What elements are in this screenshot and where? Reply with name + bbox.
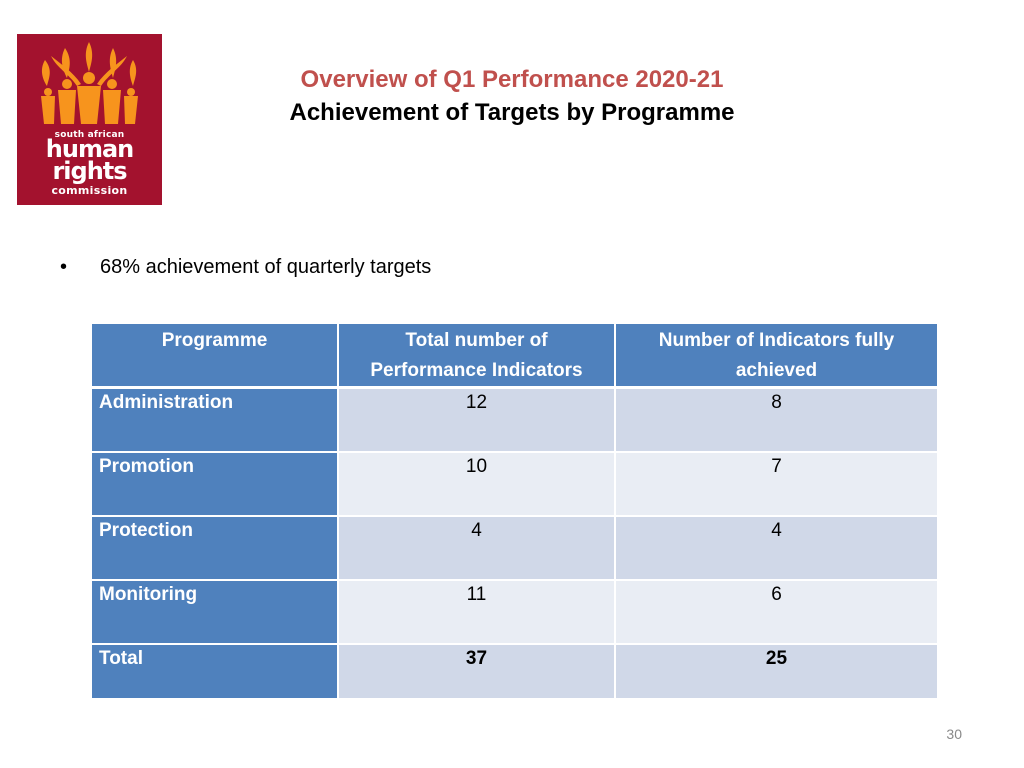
header-total-indicators: Total number of Performance Indicators (338, 324, 616, 389)
header-programme: Programme (92, 324, 339, 389)
row-total: 4 (338, 516, 616, 581)
table-total-row: Total 37 25 (92, 644, 937, 700)
row-achieved: 8 (615, 387, 937, 453)
title-line-overview: Overview of Q1 Performance 2020-21 (300, 66, 724, 93)
row-total: 11 (338, 580, 616, 645)
row-programme: Administration (92, 387, 339, 453)
row-programme: Protection (92, 516, 339, 581)
bullet-text: 68% achievement of quarterly targets (100, 256, 432, 278)
logo-text-south-african: south african (54, 130, 125, 140)
logo-text-human: human (45, 135, 134, 163)
shrc-logo: south african human rights commission (17, 34, 162, 205)
logo-text-commission: commission (51, 184, 128, 197)
row-achieved: 7 (615, 452, 937, 517)
table-header-row: Programme Total number of Performance In… (92, 324, 937, 389)
table-row: Protection 4 4 (92, 516, 937, 581)
bullet-icon: • (60, 256, 68, 278)
slide-title: Overview of Q1 Performance 2020-21 Achie… (200, 64, 824, 130)
page-number: 30 (946, 726, 962, 742)
row-achieved: 25 (615, 644, 937, 700)
row-programme: Total (92, 644, 339, 700)
row-achieved: 4 (615, 516, 937, 581)
row-achieved: 6 (615, 580, 937, 645)
row-total: 12 (338, 387, 616, 453)
row-programme: Promotion (92, 452, 339, 517)
row-total: 37 (338, 644, 616, 700)
flame-figures-icon (41, 42, 138, 124)
title-line-achievement: Achievement of Targets by Programme (289, 99, 735, 126)
header-indicators-achieved: Number of Indicators fully achieved (615, 324, 937, 389)
table-row: Administration 12 8 (92, 387, 937, 453)
table-row: Promotion 10 7 (92, 452, 937, 517)
row-programme: Monitoring (92, 580, 339, 645)
row-total: 10 (338, 452, 616, 517)
logo-text-rights: rights (52, 157, 127, 185)
performance-table: Programme Total number of Performance In… (92, 324, 937, 700)
table-row: Monitoring 11 6 (92, 580, 937, 645)
